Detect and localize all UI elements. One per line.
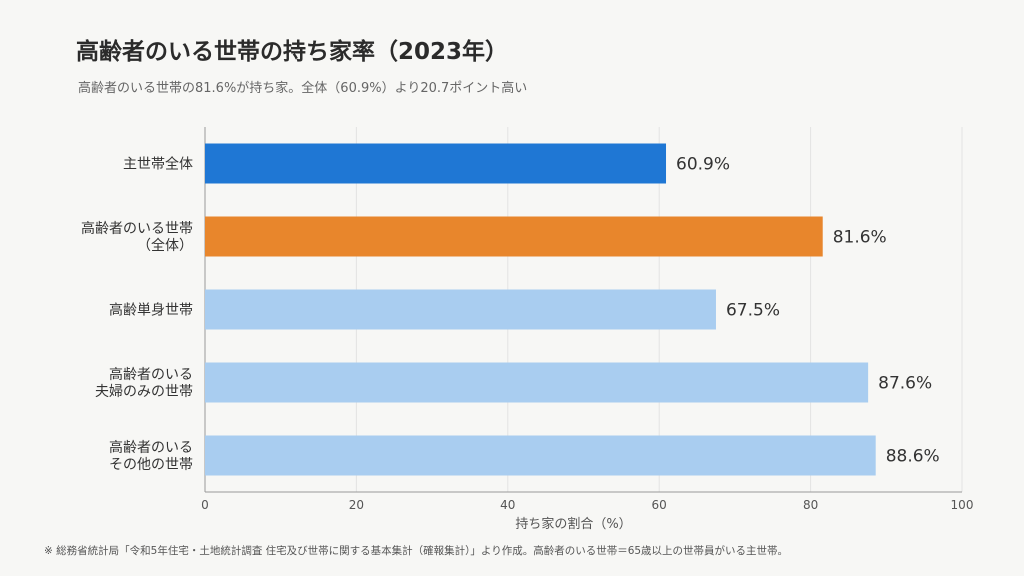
category-label: 高齢者のいる世帯 xyxy=(81,220,193,237)
value-labels: 60.9% 81.6% 67.5% 87.6% 88.6% xyxy=(676,155,940,467)
chart-subtitle: 高齢者のいる世帯の81.6%が持ち家。全体（60.9%）より20.7ポイント高い xyxy=(78,81,528,96)
x-tick-label: 40 xyxy=(500,498,515,512)
bar xyxy=(205,289,716,330)
bars xyxy=(205,143,876,476)
x-axis-label: 持ち家の割合（%） xyxy=(515,516,631,532)
x-tick-label: 100 xyxy=(951,498,974,512)
x-tick-label: 20 xyxy=(349,498,364,512)
chart-title: 高齢者のいる世帯の持ち家率（2023年） xyxy=(76,39,509,65)
x-tick-label: 0 xyxy=(201,498,209,512)
value-label: 67.5% xyxy=(726,301,780,321)
bar xyxy=(205,143,667,184)
value-label: 88.6% xyxy=(886,447,940,467)
category-label: 夫婦のみの世帯 xyxy=(95,383,193,400)
category-label: 主世帯全体 xyxy=(123,156,193,173)
category-label: （全体） xyxy=(137,237,193,254)
x-tick-labels: 0 20 40 60 80 100 xyxy=(201,498,973,512)
value-label: 87.6% xyxy=(878,374,932,394)
value-label: 60.9% xyxy=(676,155,730,175)
category-labels: 主世帯全体高齢者のいる世帯（全体）高齢単身世帯高齢者のいる夫婦のみの世帯高齢者の… xyxy=(81,156,193,474)
category-label: 高齢者のいる xyxy=(109,366,193,383)
value-label: 81.6% xyxy=(833,228,887,248)
category-label: 高齢単身世帯 xyxy=(109,302,193,319)
bar xyxy=(205,362,869,403)
category-label: その他の世帯 xyxy=(109,457,193,473)
bar xyxy=(205,216,823,257)
x-tick-label: 60 xyxy=(652,498,667,512)
x-tick-label: 80 xyxy=(803,498,818,512)
category-label: 高齢者のいる xyxy=(109,439,193,456)
bar xyxy=(205,435,876,476)
footnote: ※ 総務省統計局「令和5年住宅・土地統計調査 住宅及び世帯に関する基本集計（確報… xyxy=(44,545,789,557)
